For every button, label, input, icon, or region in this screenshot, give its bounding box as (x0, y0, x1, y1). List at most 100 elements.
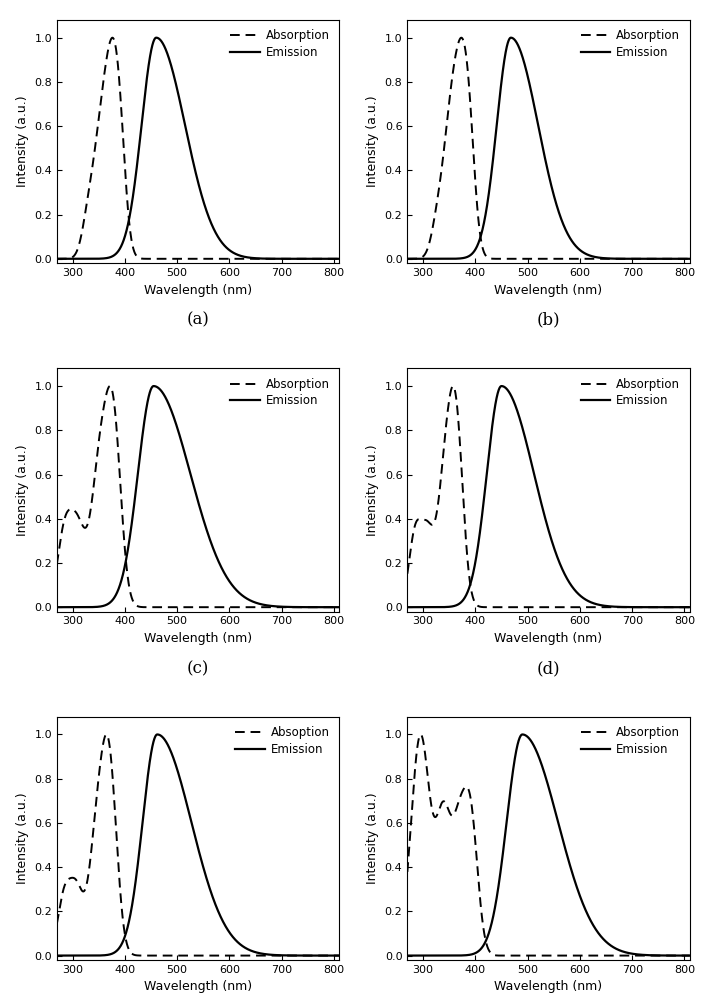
Absorption (403, 866, 412, 878)
Emission (526, 81, 535, 93)
Legend: Absorption, Emission: Absorption, Emission (577, 374, 684, 411)
Absorption (513, 950, 522, 962)
Absorption (453, 800, 461, 812)
Emission (526, 734, 535, 746)
Line: Absorption: Absorption (407, 734, 695, 956)
Emission (654, 601, 663, 613)
Text: (a): (a) (186, 312, 210, 329)
Emission (518, 728, 527, 740)
Absorption (526, 601, 535, 613)
X-axis label: Wavelength (nm): Wavelength (nm) (144, 980, 252, 993)
Absorption (685, 950, 694, 962)
Emission (163, 395, 171, 407)
Absorption (102, 387, 111, 399)
Emission (497, 380, 506, 392)
Absorption (417, 728, 425, 740)
Text: (c): (c) (187, 660, 209, 677)
Absorption (526, 950, 535, 962)
Absorption (403, 253, 412, 265)
Absorption (108, 32, 117, 44)
Text: (d): (d) (537, 660, 560, 677)
Absorption (304, 601, 312, 613)
X-axis label: Wavelength (nm): Wavelength (nm) (494, 284, 603, 297)
Absoption (85, 859, 94, 871)
Emission (513, 406, 522, 418)
Absorption (53, 558, 61, 570)
Emission (403, 601, 412, 613)
Line: Absorption: Absorption (407, 38, 695, 259)
Emission (436, 950, 444, 962)
Emission (53, 601, 61, 613)
Absorption (310, 601, 319, 613)
Legend: Absorption, Emission: Absorption, Emission (577, 26, 684, 63)
Absorption (403, 568, 412, 580)
Emission (436, 601, 444, 613)
Absorption (690, 253, 699, 265)
Emission (685, 253, 694, 265)
X-axis label: Wavelength (nm): Wavelength (nm) (494, 632, 603, 645)
Emission (526, 452, 535, 464)
Absoption (102, 729, 111, 741)
Emission (149, 380, 158, 392)
Absorption (102, 52, 111, 64)
Absorption (654, 950, 663, 962)
Emission (453, 253, 461, 265)
Emission (335, 950, 343, 962)
Emission (340, 950, 348, 962)
Absorption (513, 601, 522, 613)
Y-axis label: Intensity (a.u.): Intensity (a.u.) (16, 444, 28, 536)
Line: Absoption: Absoption (57, 734, 344, 956)
Emission (436, 253, 444, 265)
Emission (85, 950, 94, 962)
Emission (304, 253, 312, 265)
Absorption (690, 950, 699, 962)
Absoption (102, 728, 111, 740)
Emission (685, 601, 694, 613)
Emission (453, 599, 461, 611)
Emission (403, 253, 412, 265)
Emission (335, 601, 343, 613)
Emission (102, 599, 111, 611)
Line: Absorption: Absorption (407, 386, 695, 607)
Absoption (176, 950, 184, 962)
Emission (163, 738, 171, 750)
Emission (340, 601, 348, 613)
Absorption (651, 950, 659, 962)
Absorption (690, 601, 699, 613)
Emission (340, 253, 348, 265)
Emission (176, 94, 184, 106)
Absorption (85, 509, 94, 521)
Emission (304, 601, 312, 613)
Emission (453, 950, 461, 962)
Absoption (305, 950, 314, 962)
Y-axis label: Intensity (a.u.): Intensity (a.u.) (366, 96, 379, 187)
Absoption (335, 950, 343, 962)
Emission (690, 253, 699, 265)
Absorption (335, 601, 343, 613)
Emission (654, 253, 663, 265)
Absorption (340, 601, 348, 613)
X-axis label: Wavelength (nm): Wavelength (nm) (144, 284, 252, 297)
Line: Emission: Emission (407, 386, 695, 607)
Line: Absorption: Absorption (57, 38, 344, 259)
Absorption (685, 253, 694, 265)
Emission (690, 601, 699, 613)
Y-axis label: Intensity (a.u.): Intensity (a.u.) (366, 793, 379, 884)
Line: Emission: Emission (57, 38, 344, 259)
Absorption (53, 253, 61, 265)
Emission (513, 39, 522, 51)
Absorption (641, 253, 650, 265)
Absorption (654, 253, 663, 265)
Line: Absorption: Absorption (57, 386, 344, 607)
Emission (53, 950, 61, 962)
Emission (153, 728, 161, 740)
Absoption (163, 950, 171, 962)
Line: Emission: Emission (407, 734, 695, 956)
Absorption (453, 41, 461, 53)
Emission (102, 252, 111, 264)
Y-axis label: Intensity (a.u.): Intensity (a.u.) (366, 444, 379, 536)
Legend: Absoption, Emission: Absoption, Emission (232, 723, 333, 759)
Line: Emission: Emission (407, 38, 695, 259)
Emission (690, 950, 699, 962)
Absorption (176, 601, 184, 613)
